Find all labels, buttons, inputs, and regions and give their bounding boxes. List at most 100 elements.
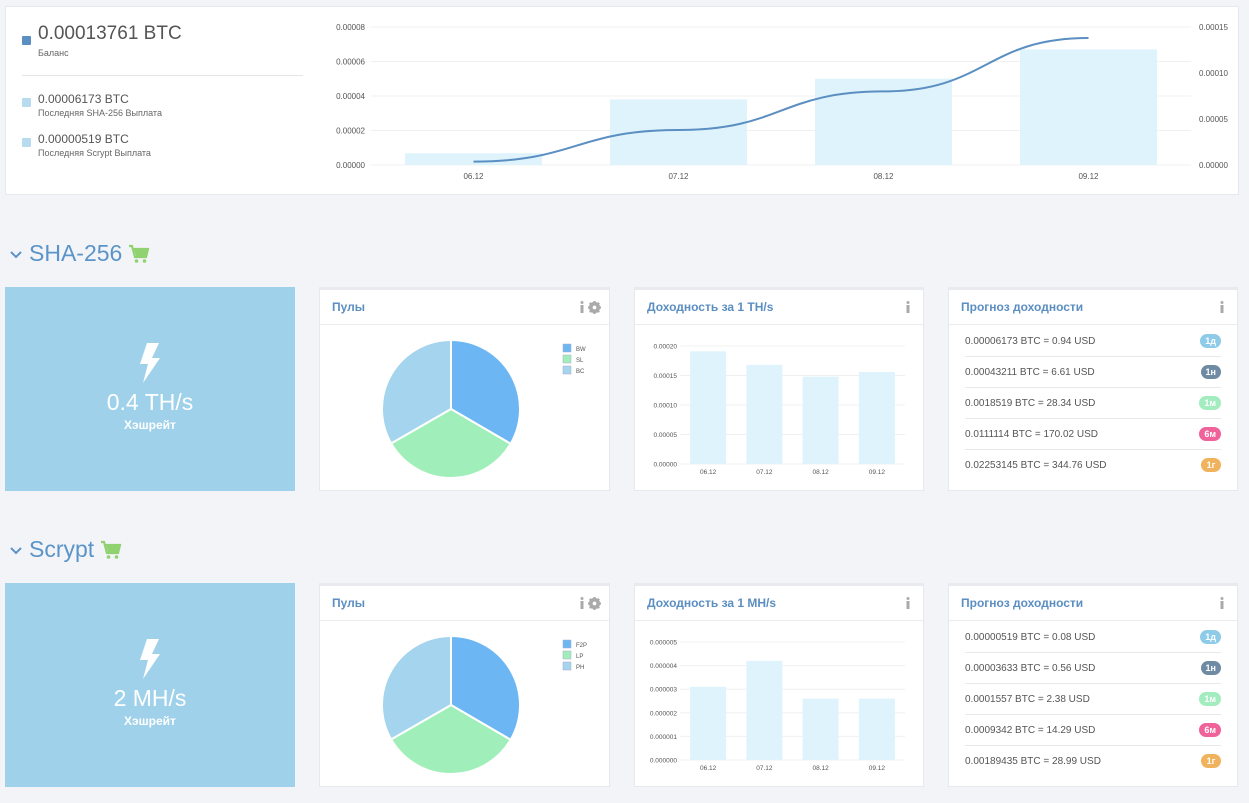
hashrate-value: 2 MH/s (113, 685, 187, 711)
section-title: SHA-256 (29, 240, 123, 266)
y2-tick-label: 0.00005 (1199, 115, 1228, 124)
y2-tick-label: 0.00015 (1199, 23, 1228, 32)
pools-card: Пулы BW SL BC (319, 287, 610, 491)
y-tick-label: 0.00015 (654, 373, 678, 380)
x-tick-label: 07.12 (756, 469, 773, 476)
series-line (473, 37, 1089, 163)
forecast-row: 0.0001557 BTC = 2.38 USD 1м (965, 684, 1221, 715)
chevron-down-icon[interactable] (9, 543, 23, 557)
payout-scrypt-label: Последняя Scrypt Выплата (38, 148, 151, 158)
forecast-text: 0.00189435 BTC = 28.99 USD (965, 756, 1101, 767)
info-icon[interactable] (1219, 301, 1225, 313)
forecast-text: 0.00003633 BTC = 0.56 USD (965, 663, 1096, 674)
card-title: Доходность за 1 MH/s (647, 596, 777, 610)
card-title: Доходность за 1 TH/s (647, 300, 774, 314)
card-header: Доходность за 1 TH/s (635, 290, 923, 325)
period-badge: 6м (1199, 427, 1221, 441)
yield-bar-chart: 0.000005 0.000004 0.000003 0.000002 0.000001… (650, 640, 905, 772)
x-tick-label: 09.12 (869, 469, 886, 476)
gear-icon[interactable] (588, 301, 601, 314)
gear-icon[interactable] (588, 597, 601, 610)
legend-swatch (562, 639, 572, 649)
forecast-row: 0.00003633 BTC = 0.56 USD 1н (965, 653, 1221, 684)
hashrate-label: Хэшрейт (124, 714, 176, 728)
card-title: Прогноз доходности (961, 596, 1084, 610)
card-header: Прогноз доходности (949, 586, 1237, 621)
balance-value: 0.00013761 BTC (38, 23, 182, 44)
payout-scrypt-swatch (22, 138, 31, 147)
y-tick-label: 0.00004 (336, 92, 365, 101)
period-badge: 1г (1201, 754, 1221, 768)
period-badge: 1м (1199, 396, 1221, 410)
x-tick-label: 06.12 (700, 469, 717, 476)
x-tick-label: 08.12 (812, 469, 829, 476)
balance-summary: 0.00013761 BTC Баланс 0.00006173 BTC Пос… (6, 7, 311, 196)
forecast-row: 0.0111114 BTC = 170.02 USD 6м (965, 419, 1221, 450)
bar (802, 698, 839, 760)
y2-tick-label: 0.00010 (1199, 69, 1228, 78)
divider (22, 75, 303, 76)
forecast-row: 0.00000519 BTC = 0.08 USD 1д (965, 622, 1221, 653)
info-icon[interactable] (579, 597, 585, 609)
info-icon[interactable] (905, 301, 911, 313)
bar (815, 78, 952, 165)
card-header: Доходность за 1 MH/s (635, 586, 923, 621)
balance-legend-swatch (22, 36, 31, 45)
pie-slice (381, 338, 452, 445)
payout-sha256-swatch (22, 98, 31, 107)
period-badge: 1н (1200, 365, 1221, 379)
lightning-icon (140, 639, 160, 679)
forecast-list: 0.00006173 BTC = 0.94 USD 1д 0.00043211 B… (949, 326, 1237, 490)
pools-pie-chart: BW SL BC (381, 338, 586, 479)
period-badge: 1м (1199, 692, 1221, 706)
bar (858, 698, 895, 760)
info-icon[interactable] (579, 301, 585, 313)
x-tick-label: 06.12 (463, 172, 484, 181)
forecast-row: 0.0009342 BTC = 14.29 USD 6м (965, 715, 1221, 746)
pools-card: Пулы F2P LP PH (319, 583, 610, 787)
card-title: Пулы (332, 300, 366, 314)
y-tick-label: 0.00005 (654, 432, 678, 439)
yield-bar-chart: 0.00020 0.00015 0.00010 0.00005 0.00000 06.12… (654, 344, 905, 476)
period-badge: 1д (1200, 334, 1221, 348)
pie-slice (450, 338, 521, 446)
forecast-row: 0.02253145 BTC = 344.76 USD 1г (965, 450, 1221, 481)
forecast-text: 0.0001557 BTC = 2.38 USD (965, 694, 1090, 705)
section-title: Scrypt (29, 536, 95, 562)
legend-label: BC (576, 369, 585, 375)
section-header-scrypt[interactable]: Scrypt (9, 536, 122, 563)
info-icon[interactable] (1219, 597, 1225, 609)
forecast-card: Прогноз доходности 0.00006173 BTC = 0.94… (948, 287, 1238, 491)
bar (1020, 49, 1157, 165)
cart-icon[interactable] (100, 540, 122, 560)
chevron-down-icon[interactable] (9, 247, 23, 261)
card-header: Прогноз доходности (949, 290, 1237, 325)
bar (690, 351, 727, 464)
forecast-row: 0.00189435 BTC = 28.99 USD 1г (965, 746, 1221, 777)
y-tick-label: 0.000004 (650, 663, 677, 670)
legend-label: PH (576, 665, 584, 671)
cart-icon[interactable] (128, 244, 150, 264)
y-tick-label: 0.000003 (650, 687, 677, 694)
legend-label: F2P (576, 643, 587, 649)
x-tick-label: 06.12 (700, 765, 717, 772)
pie-slice (450, 634, 521, 742)
payout-scrypt-value: 0.00000519 BTC (38, 132, 129, 146)
hashrate-label: Хэшрейт (124, 418, 176, 432)
bar (690, 686, 727, 760)
payout-sha256-label: Последняя SHA-256 Выплата (38, 108, 162, 118)
forecast-row: 0.00006173 BTC = 0.94 USD 1д (965, 326, 1221, 357)
lightning-icon (140, 343, 160, 383)
balance-label: Баланс (38, 48, 69, 58)
y-tick-label: 0.000002 (650, 710, 677, 717)
pie-slice (381, 634, 452, 741)
section-header-sha256[interactable]: SHA-256 (9, 240, 150, 267)
y2-tick-label: 0.00000 (1199, 161, 1228, 170)
info-icon[interactable] (905, 597, 911, 609)
yield-card: Доходность за 1 MH/s 0.000005 0.000004 0.0… (634, 583, 924, 787)
y-tick-label: 0.00008 (336, 23, 365, 32)
x-tick-label: 09.12 (1078, 172, 1099, 181)
y-tick-label: 0.00020 (654, 344, 678, 351)
bar (746, 660, 783, 760)
y-tick-label: 0.00006 (336, 58, 365, 67)
